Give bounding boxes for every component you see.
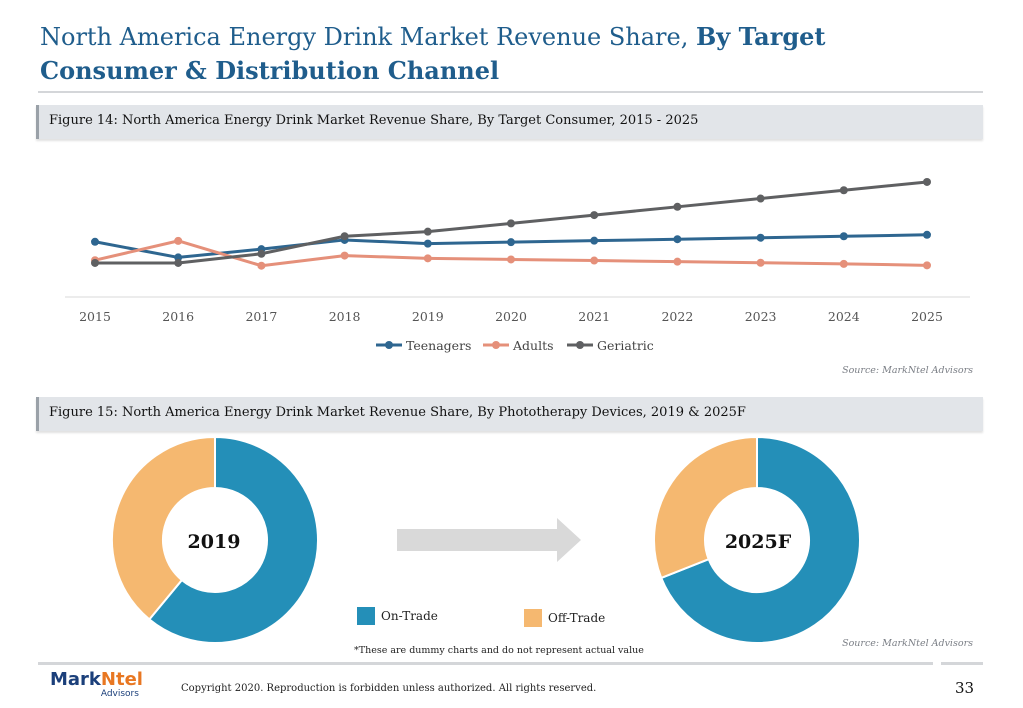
data-point-teenagers (507, 238, 515, 247)
data-point-geriatric (756, 194, 765, 203)
data-point-teenagers (590, 236, 599, 245)
donut-2025f-slice-off-trade (653, 435, 758, 580)
data-point-geriatric (257, 249, 266, 258)
logo-ntel-text: Ntel (100, 669, 143, 690)
source-note-1: Source: MarkNtel Advisors (842, 365, 973, 376)
legend-marker (576, 341, 584, 349)
legend-marker (492, 341, 500, 349)
donut-2025f-label: 2025F (724, 531, 792, 553)
legend-label: Teenagers (406, 338, 471, 353)
off-trade-label: Off-Trade (548, 611, 606, 625)
legend-item-adults: Adults (483, 338, 554, 353)
legend-item-teenagers: Teenagers (376, 338, 471, 353)
figure-15-header: Figure 15: North America Energy Drink Ma… (36, 397, 983, 431)
data-point-adults (673, 257, 682, 266)
data-point-adults (257, 261, 266, 270)
data-point-adults (839, 259, 848, 268)
donut-2019-slice-on-trade (147, 435, 319, 644)
x-tick-label: 2022 (661, 309, 693, 324)
data-point-adults (756, 258, 765, 267)
data-point-adults (423, 254, 432, 263)
page-title-bold: By Target Consumer & Distribution Channe… (40, 22, 826, 85)
figure-15-title: Figure 15: North America Energy Drink Ma… (49, 405, 746, 420)
data-point-geriatric (839, 186, 848, 195)
donut-charts (111, 435, 861, 644)
logo-mark-text: Mark (50, 669, 101, 690)
x-tick-label: 2023 (745, 309, 777, 324)
page-number: 33 (955, 679, 975, 697)
data-point-adults (590, 256, 599, 265)
on-trade-label: On-Trade (381, 609, 438, 623)
data-point-geriatric (91, 258, 99, 267)
data-point-teenagers (423, 239, 432, 248)
figure-14-title: Figure 14: North America Energy Drink Ma… (49, 113, 699, 128)
x-tick-label: 2019 (412, 309, 444, 324)
line-chart: 2015 2016 2017 2018 2019 2020 2021 2022 2023 2024… (65, 177, 970, 353)
donut-2019-slice-off-trade (111, 435, 216, 621)
copyright-text: Copyright 2020. Reproduction is forbidde… (181, 683, 597, 694)
title-rule (38, 91, 983, 93)
data-point-geriatric (174, 258, 183, 267)
data-point-geriatric (423, 227, 432, 236)
data-point-teenagers (174, 253, 183, 262)
x-tick-label: 2015 (79, 309, 111, 324)
markntel-logo: MarkNtel Advisors (50, 670, 143, 699)
legend-on-trade: On-Trade (357, 607, 438, 625)
donut-2025f-slice-on-trade (659, 435, 861, 644)
dummy-chart-footnote: *These are dummy charts and do not repre… (354, 645, 644, 656)
x-tick-label: 2017 (245, 309, 277, 324)
data-point-adults (507, 255, 515, 264)
x-tick-label: 2024 (828, 309, 860, 324)
legend-marker (385, 341, 393, 349)
donut-2019-label: 2019 (187, 531, 241, 553)
data-point-geriatric (673, 202, 682, 211)
x-tick-label: 2025 (911, 309, 943, 324)
data-point-adults (923, 261, 931, 270)
data-point-teenagers (91, 237, 99, 246)
page-title-normal: North America Energy Drink Market Revenu… (40, 23, 696, 51)
legend-label: Geriatric (597, 338, 654, 353)
data-point-geriatric (590, 211, 599, 220)
data-point-teenagers (923, 230, 931, 239)
on-trade-swatch (357, 607, 375, 625)
logo-advisors-text: Advisors (100, 689, 139, 699)
data-point-geriatric (507, 219, 515, 228)
x-tick-label: 2018 (329, 309, 361, 324)
off-trade-swatch (524, 609, 542, 627)
source-note-2: Source: MarkNtel Advisors (842, 638, 973, 649)
page-title: North America Energy Drink Market Revenu… (40, 20, 970, 88)
data-point-teenagers (839, 232, 848, 241)
x-tick-label: 2021 (578, 309, 610, 324)
footer-rule-right (941, 662, 983, 665)
data-point-teenagers (673, 235, 682, 244)
figure-14-header: Figure 14: North America Energy Drink Ma… (36, 105, 983, 139)
data-point-teenagers (756, 233, 765, 242)
data-point-adults (174, 236, 183, 245)
data-point-geriatric (340, 232, 349, 241)
data-point-geriatric (923, 177, 931, 186)
legend-item-geriatric: Geriatric (567, 338, 654, 353)
x-tick-label: 2016 (162, 309, 194, 324)
legend-label: Adults (512, 338, 554, 353)
x-tick-label: 2020 (495, 309, 527, 324)
arrow-right-icon (397, 518, 581, 562)
data-point-adults (340, 251, 349, 260)
footer-rule (38, 662, 933, 665)
legend-off-trade: Off-Trade (524, 609, 605, 627)
